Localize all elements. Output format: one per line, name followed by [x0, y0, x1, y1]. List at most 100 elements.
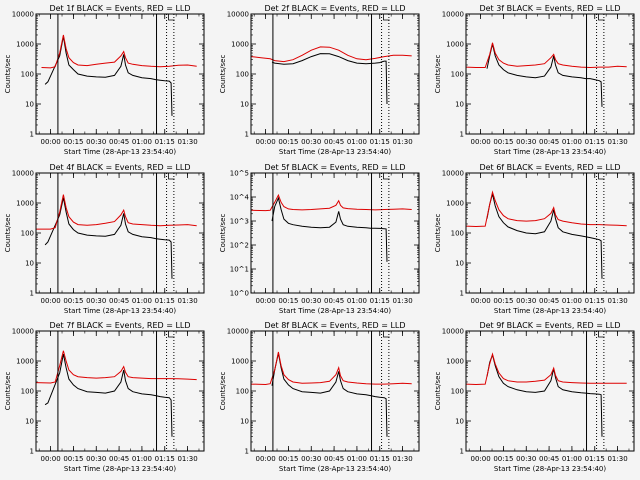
x-tick-label: 00:15	[278, 138, 298, 146]
y-tick-label: 10^3	[230, 218, 249, 226]
events-series-line	[486, 193, 603, 279]
bracket-marker	[168, 14, 175, 21]
x-axis-label: Start Time (28-Apr-13 23:54:40)	[64, 465, 176, 473]
lld-series-line	[466, 42, 627, 69]
x-tick-label: 01:00	[562, 455, 582, 463]
bracket-marker	[168, 331, 175, 338]
x-tick-label: 00:15	[278, 297, 298, 305]
x-tick-label: 00:00	[471, 455, 491, 463]
x-tick-label: 00:30	[86, 138, 106, 146]
y-tick-label: 10	[455, 260, 464, 268]
x-tick-label: 00:00	[256, 455, 276, 463]
y-axis-label: Counts/sec	[219, 214, 227, 253]
x-tick-label: 00:30	[516, 297, 536, 305]
x-tick-label: 00:30	[86, 297, 106, 305]
x-tick-label: 01:00	[562, 138, 582, 146]
y-tick-label: 10	[455, 418, 464, 426]
bracket-marker	[383, 14, 390, 21]
x-tick-label: 00:30	[516, 455, 536, 463]
y-axis-label: Counts/sec	[219, 372, 227, 411]
chart-title: Det 5f BLACK = Events, RED = LLD	[264, 163, 405, 172]
x-tick-label: 01:00	[132, 455, 152, 463]
x-tick-label: 00:45	[324, 455, 344, 463]
bracket-marker	[383, 331, 390, 338]
x-tick-label: 00:45	[539, 138, 559, 146]
y-tick-label: 10000	[12, 328, 34, 336]
x-tick-label: 00:15	[493, 455, 513, 463]
x-axis-label: Start Time (28-Apr-13 23:54:40)	[494, 465, 606, 473]
lld-series-line	[466, 190, 627, 228]
chart-title: Det 1f BLACK = Events, RED = LLD	[49, 4, 190, 13]
y-tick-label: 100	[21, 230, 34, 238]
y-tick-label: 100	[21, 388, 34, 396]
lld-series-line	[251, 46, 412, 63]
x-tick-label: 01:30	[392, 138, 412, 146]
y-tick-label: 100	[236, 71, 249, 79]
plot-frame	[35, 13, 205, 135]
x-tick-label: 01:30	[177, 455, 197, 463]
chart-title: Det 6f BLACK = Events, RED = LLD	[479, 163, 620, 172]
x-tick-label: 01:30	[177, 138, 197, 146]
x-tick-label: 01:30	[607, 455, 627, 463]
y-tick-label: 10000	[442, 328, 464, 336]
chart-panel-2: Det 2f BLACK = Events, RED = LLD Counts/s…	[219, 4, 420, 156]
x-tick-label: 00:15	[63, 297, 83, 305]
y-axis-label: Counts/sec	[434, 372, 442, 411]
x-tick-label: 00:30	[301, 297, 321, 305]
y-axis-label: Counts/sec	[4, 372, 12, 411]
x-tick-label: 00:15	[63, 138, 83, 146]
y-tick-label: 10	[240, 101, 249, 109]
events-series-line	[271, 53, 388, 105]
x-tick-label: 01:15	[370, 455, 390, 463]
y-axis-label: Counts/sec	[4, 214, 12, 253]
x-tick-label: 00:15	[278, 455, 298, 463]
y-tick-label: 1	[30, 448, 34, 456]
y-tick-label: 1	[460, 448, 464, 456]
plot-frame	[465, 13, 635, 135]
y-tick-label: 1000	[446, 358, 464, 366]
chart-title: Det 7f BLACK = Events, RED = LLD	[49, 321, 190, 330]
bracket-marker	[168, 173, 175, 180]
x-tick-label: 01:00	[347, 138, 367, 146]
events-series-line	[44, 36, 173, 116]
y-tick-label: 10000	[442, 170, 464, 178]
x-tick-label: 01:00	[132, 138, 152, 146]
x-tick-label: 00:00	[41, 455, 61, 463]
y-tick-label: 1	[30, 290, 34, 298]
chart-title: Det 2f BLACK = Events, RED = LLD	[264, 4, 405, 13]
y-tick-label: 100	[451, 230, 464, 238]
x-tick-label: 00:30	[301, 138, 321, 146]
y-tick-label: 100	[236, 388, 249, 396]
x-tick-label: 00:45	[109, 455, 129, 463]
events-series-line	[486, 43, 603, 107]
x-tick-label: 01:30	[607, 297, 627, 305]
x-tick-label: 00:00	[256, 297, 276, 305]
y-tick-label: 10^5	[230, 170, 249, 178]
lld-series-line	[466, 352, 627, 386]
chart-panel-8: Det 8f BLACK = Events, RED = LLD Counts/s…	[219, 321, 420, 473]
chart-panel-5: Det 5f BLACK = Events, RED = LLD Counts/s…	[219, 163, 420, 315]
y-axis-label: Counts/sec	[434, 55, 442, 94]
y-axis-label: Counts/sec	[219, 55, 227, 94]
y-tick-label: 10000	[442, 11, 464, 19]
x-tick-label: 01:15	[155, 138, 175, 146]
bracket-marker	[598, 173, 605, 180]
events-series-line	[486, 353, 603, 437]
x-tick-label: 00:30	[86, 455, 106, 463]
y-tick-label: 10000	[12, 170, 34, 178]
chart-panel-3: Det 3f BLACK = Events, RED = LLD Counts/s…	[434, 4, 635, 156]
x-tick-label: 01:15	[585, 138, 605, 146]
y-tick-label: 100	[451, 71, 464, 79]
x-axis-label: Start Time (28-Apr-13 23:54:40)	[64, 307, 176, 315]
x-axis-label: Start Time (28-Apr-13 23:54:40)	[279, 148, 391, 156]
x-tick-label: 01:15	[585, 455, 605, 463]
y-tick-label: 1000	[446, 200, 464, 208]
plot-frame	[250, 13, 420, 135]
x-tick-label: 00:30	[301, 455, 321, 463]
x-axis-label: Start Time (28-Apr-13 23:54:40)	[494, 307, 606, 315]
lld-series-line	[36, 194, 197, 230]
x-tick-label: 01:30	[392, 297, 412, 305]
x-tick-label: 00:45	[539, 455, 559, 463]
